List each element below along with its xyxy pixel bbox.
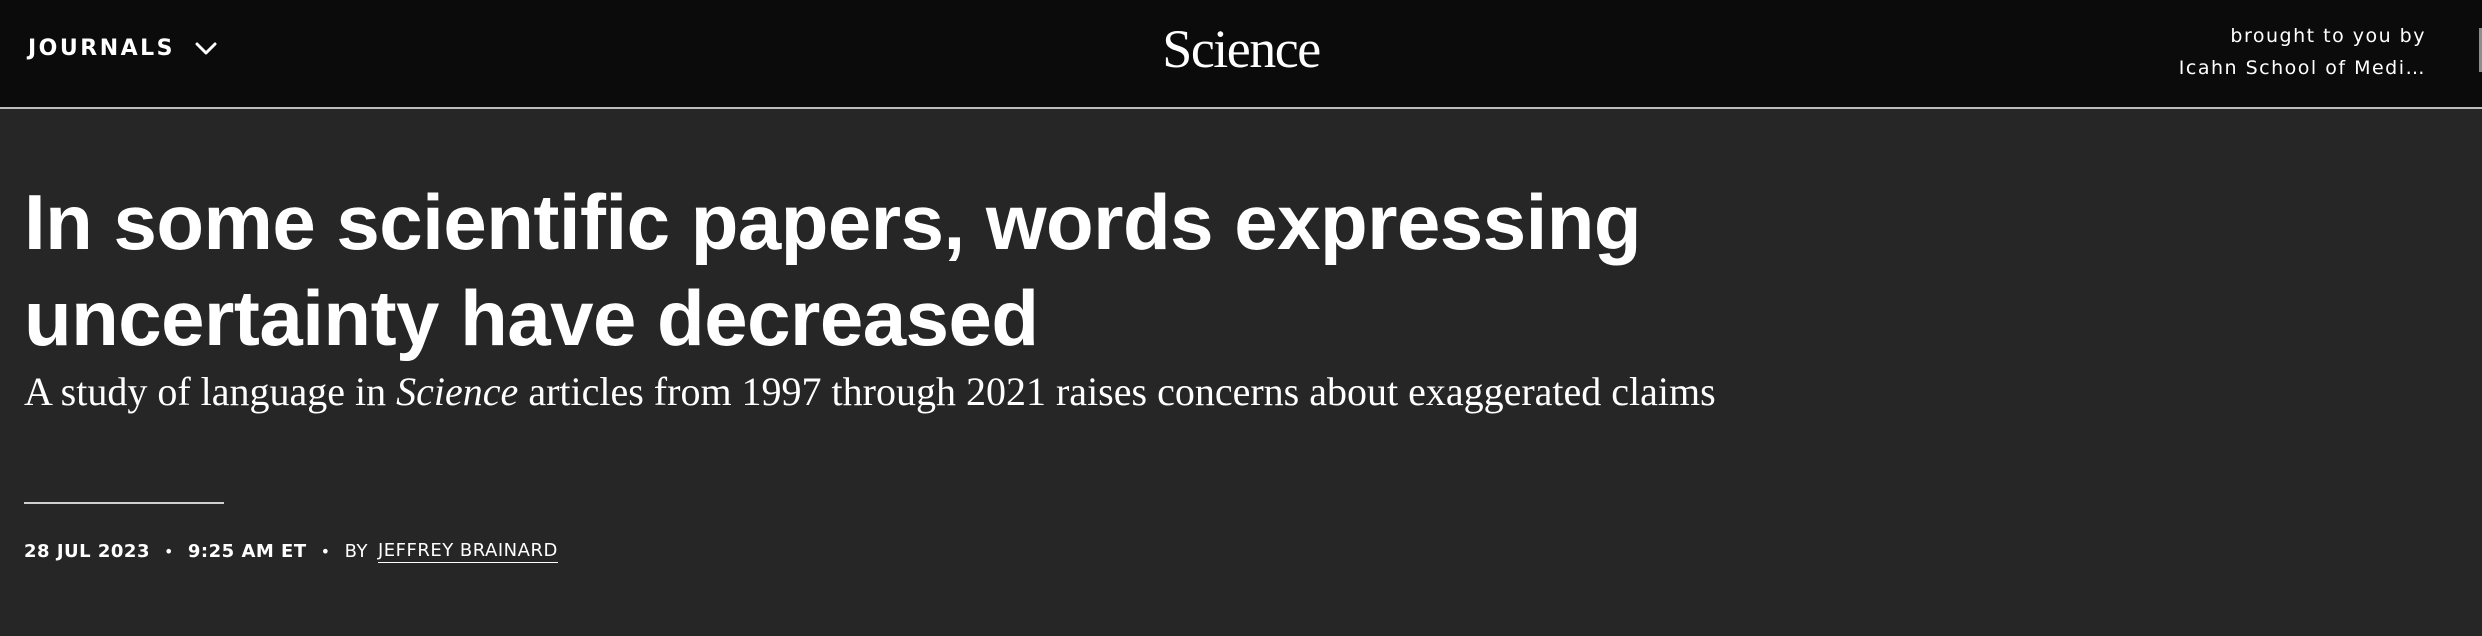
publication-date: 28 JUL 2023 [24,541,150,562]
science-logo: Science [1162,19,1321,79]
top-navigation-bar: JOURNALS Science brought to you by Icahn… [0,0,2482,109]
institution-sponsor[interactable]: brought to you by Icahn School of Medi… [2179,20,2426,84]
sponsor-institution-name: Icahn School of Medi… [2178,57,2426,79]
article-byline: 28 JUL 2023 • 9:25 AM ET • BY JEFFREY BR… [24,540,558,563]
by-label: BY [344,541,368,562]
dek-journal-name: Science [396,369,519,414]
header-edge-divider [2479,28,2482,72]
chevron-down-icon [195,42,217,56]
byline-divider [24,502,224,504]
sponsor-intro-text: brought to you by [2230,25,2426,47]
journals-menu-button[interactable]: JOURNALS [28,36,217,61]
dek-text-end: articles from 1997 through 2021 raises c… [518,369,1716,414]
dek-text-start: A study of language in [24,369,397,414]
publication-time: 9:25 AM ET [187,541,307,562]
author-link[interactable]: JEFFREY BRAINARD [377,540,558,563]
byline-separator: • [320,542,331,561]
journals-label: JOURNALS [28,36,175,61]
article-subheadline: A study of language in Science articles … [24,368,1784,416]
science-logo-link[interactable]: Science [0,18,2482,80]
article-headline: In some scientific papers, words express… [24,178,1642,362]
byline-separator: • [163,542,174,561]
